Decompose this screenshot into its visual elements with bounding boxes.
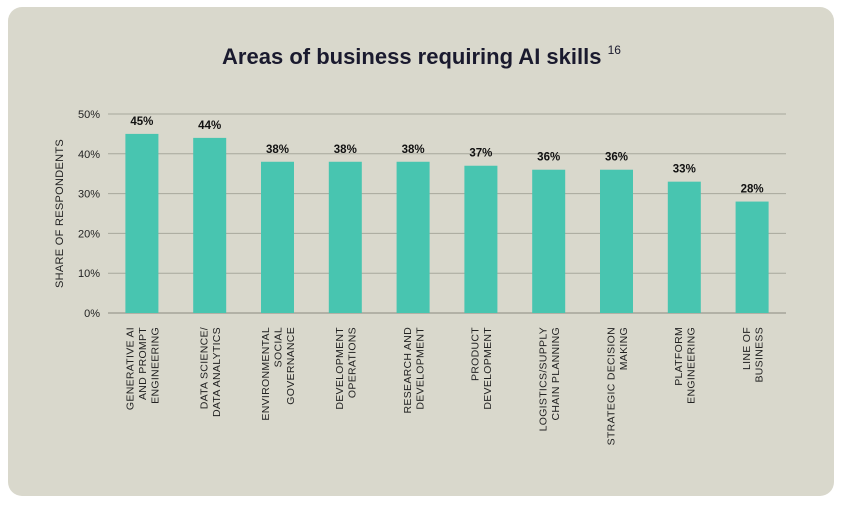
- bar: [532, 169, 566, 313]
- y-tick-label: 0%: [84, 308, 100, 320]
- category-label-line: STRATEGIC DECISION: [605, 327, 617, 445]
- category-label: LINE OFBUSINESS: [741, 327, 766, 383]
- chart-title: Areas of business requiring AI skills 16: [0, 42, 843, 70]
- category-label-line: SOCIAL: [273, 327, 285, 367]
- data-label: 45%: [130, 116, 153, 128]
- y-tick-label: 10%: [78, 268, 100, 280]
- category-label-line: AND PROMPT: [137, 327, 149, 400]
- category-label-line: CHAIN PLANNING: [550, 327, 562, 420]
- y-tick-label: 20%: [78, 228, 100, 240]
- data-label: 36%: [605, 152, 628, 164]
- category-label-line: ENGINEERING: [149, 327, 161, 404]
- category-label-line: RESEARCH AND: [402, 327, 414, 414]
- category-label-line: LOGISTICS/SUPPLY: [537, 327, 549, 431]
- data-label: 33%: [673, 164, 696, 176]
- bar: [667, 181, 701, 313]
- data-label: 44%: [198, 120, 221, 132]
- bar: [261, 161, 294, 313]
- category-label-line: ENVIRONMENTAL: [260, 327, 272, 421]
- category-label-line: PRODUCT: [470, 327, 482, 381]
- bar: [125, 133, 159, 313]
- category-label-line: BUSINESS: [753, 327, 765, 383]
- category-label: RESEARCH ANDDEVELOPMENT: [402, 327, 427, 414]
- data-label: 38%: [334, 144, 357, 156]
- chart-title-text: Areas of business requiring AI skills: [222, 44, 602, 69]
- bar: [396, 161, 430, 313]
- data-label: 38%: [402, 144, 425, 156]
- category-label: LOGISTICS/SUPPLYCHAIN PLANNING: [537, 327, 562, 431]
- bar: [735, 201, 769, 313]
- category-label-line: PLATFORM: [673, 327, 685, 386]
- category-label-line: GENERATIVE AI: [124, 327, 136, 410]
- category-label: PLATFORMENGINEERING: [673, 327, 698, 404]
- category-label: STRATEGIC DECISIONMAKING: [605, 327, 630, 445]
- category-label: DEVELOPMENTOPERATIONS: [334, 327, 359, 410]
- data-label: 28%: [741, 184, 764, 196]
- y-tick-label: 50%: [78, 109, 100, 121]
- category-label-line: DATA ANALYTICS: [211, 327, 223, 417]
- y-axis-label: SHARE OF RESPONDENTS: [54, 139, 66, 288]
- category-label-line: OPERATIONS: [347, 327, 359, 398]
- category-label-line: DEVELOPMENT: [482, 327, 494, 410]
- data-label: 36%: [537, 152, 560, 164]
- category-label-line: DATA SCIENCE/: [198, 327, 210, 409]
- bar: [328, 161, 362, 313]
- bar: [600, 169, 633, 313]
- category-label-line: MAKING: [618, 327, 630, 370]
- category-label-line: LINE OF: [741, 327, 753, 370]
- title-footnote: 16: [607, 42, 621, 57]
- category-label-line: DEVELOPMENT: [414, 327, 426, 410]
- category-label: ENVIRONMENTALSOCIALGOVERNANCE: [260, 327, 297, 421]
- category-label: PRODUCTDEVELOPMENT: [470, 327, 495, 410]
- y-tick-label: 30%: [78, 189, 100, 201]
- bar: [464, 165, 498, 313]
- category-label-line: DEVELOPMENT: [334, 327, 346, 410]
- category-label: GENERATIVE AIAND PROMPTENGINEERING: [124, 327, 161, 410]
- category-label: DATA SCIENCE/DATA ANALYTICS: [198, 327, 223, 417]
- data-label: 37%: [469, 148, 492, 160]
- category-label-line: GOVERNANCE: [285, 327, 297, 405]
- data-label: 38%: [266, 144, 289, 156]
- bar: [193, 137, 227, 313]
- y-tick-label: 40%: [78, 149, 100, 161]
- category-label-line: ENGINEERING: [686, 327, 698, 404]
